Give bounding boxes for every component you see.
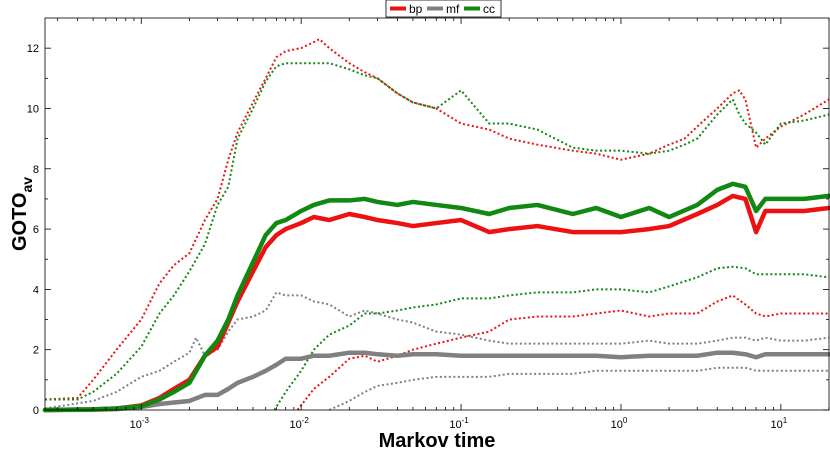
series-line-cc-upper [45, 62, 830, 401]
series-layer [42, 38, 830, 413]
y-tick-label: 10 [27, 103, 39, 115]
plot-area [45, 18, 829, 410]
x-tick-label: 100 [611, 416, 628, 431]
x-tick-label: 10-2 [289, 416, 309, 431]
x-axis-title: Markov time [379, 430, 496, 452]
y-axis-title: GOTOav [9, 177, 35, 251]
legend-label-mf: mf [446, 2, 460, 16]
series-line-cc-lower [273, 265, 830, 411]
y-tick-label: 2 [33, 345, 39, 357]
y-tick-label: 6 [33, 224, 39, 236]
series-line-mf [42, 350, 830, 413]
y-tick-label: 8 [33, 164, 39, 176]
legend-label-cc: cc [483, 2, 495, 16]
y-tick-label: 4 [33, 284, 39, 296]
x-tick-label: 10-3 [130, 416, 150, 431]
series-line-bp-upper [44, 38, 830, 401]
x-tick-label: 10-1 [449, 416, 469, 431]
x-tick-label: 101 [771, 416, 788, 431]
y-tick-label: 12 [27, 43, 39, 55]
series-line-bp-lower [296, 294, 829, 411]
y-tick-label: 0 [33, 405, 39, 417]
x-axis: 10-3 10-2 10-1 100 101 [57, 18, 830, 431]
legend-label-bp: bp [409, 2, 423, 16]
legend: bp mf cc [385, 0, 502, 18]
series-line-cc [42, 181, 830, 413]
y-axis: 0 2 4 6 8 10 12 [27, 43, 829, 417]
y-axis-title-main: GOTO [9, 193, 31, 252]
svg-text:GOTOav: GOTOav [9, 177, 35, 251]
legend-box [385, 0, 502, 18]
y-axis-title-subscript: av [19, 177, 35, 193]
plot-frame [44, 17, 830, 411]
